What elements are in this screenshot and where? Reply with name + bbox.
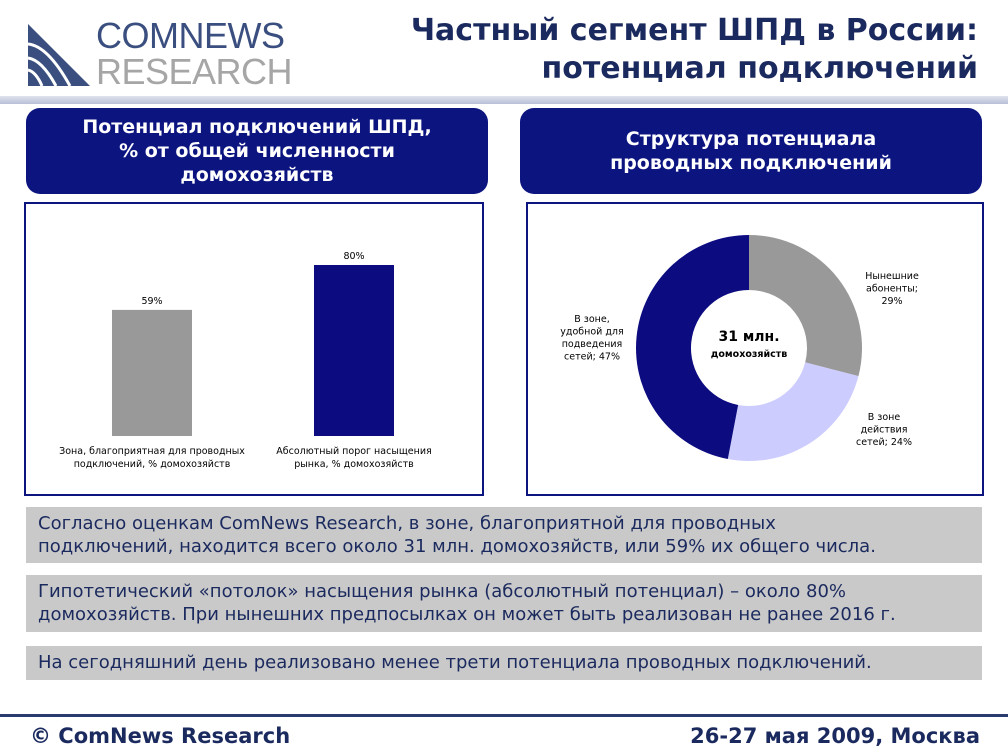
bar-1: [112, 309, 192, 436]
bar-category-label-1-line1: Зона, благоприятная для проводных: [59, 446, 245, 457]
bar-value-label-1: 59%: [141, 296, 162, 307]
donut-chart-panel: Нынешние абоненты; 29% В зоне действия сетей;…: [526, 202, 984, 496]
note-box-1: Согласно оценкам ComNews Research, в зон…: [26, 507, 982, 563]
bar-chart: 59% Зона, благоприятная для проводных подк…: [59, 251, 432, 470]
donut-slice-label-2: В зоне действия сетей; 24%: [856, 412, 912, 448]
left-panel-title-line2: % от общей численности: [119, 140, 395, 162]
bar-value-label-2: 80%: [343, 251, 364, 262]
left-panel-title-line1: Потенциал подключений ШПД,: [82, 116, 432, 138]
note-2-line2: домохозяйств. При нынешних предпосылках …: [38, 604, 896, 625]
donut-slice-label-1: Нынешние абоненты; 29%: [865, 271, 919, 307]
right-panel-title-line2: проводных подключений: [610, 152, 892, 174]
donut-center-value: 31 млн.: [718, 329, 779, 345]
footer-copyright: © ComNews Research: [30, 724, 291, 748]
donut-slice-3: [636, 235, 749, 459]
bar-category-label-2-line1: Абсолютный порог насыщения: [276, 446, 431, 457]
left-panel-title-line3: домохозяйств: [180, 164, 334, 186]
bar-chart-panel: 59% Зона, благоприятная для проводных подк…: [24, 202, 484, 496]
comnews-logo-icon: [28, 24, 90, 86]
donut-center-caption: домохозяйств: [711, 349, 788, 360]
donut-slice-2: [727, 362, 859, 461]
right-panel-header: Структура потенциала проводных подключен…: [520, 108, 982, 194]
note-box-3: На сегодняшний день реализовано менее тр…: [26, 646, 982, 680]
left-panel-header: Потенциал подключений ШПД, % от общей чи…: [26, 108, 488, 194]
page-title-line1: Частный сегмент ШПД в России:: [410, 13, 978, 48]
right-panel-title-line1: Структура потенциала: [625, 128, 877, 150]
page-title: Частный сегмент ШПД в России: потенциал …: [318, 12, 978, 88]
logo-text-comnews: COMNEWS: [96, 15, 285, 56]
bar-category-label-1-line2: подключений, % домохозяйств: [74, 459, 231, 470]
footer-date-location: 26-27 мая 2009, Москва: [690, 724, 980, 748]
footer-divider: [0, 714, 1008, 717]
page-title-line2: потенциал подключений: [541, 51, 979, 86]
note-box-2: Гипотетический «потолок» насыщения рынка…: [26, 575, 982, 632]
note-2-line1: Гипотетический «потолок» насыщения рынка…: [38, 581, 847, 602]
donut-slice-1: [749, 235, 862, 377]
note-3-line1: На сегодняшний день реализовано менее тр…: [38, 652, 872, 673]
donut-chart: Нынешние абоненты; 29% В зоне действия сетей;…: [560, 235, 919, 461]
note-1-line2: подключений, находится всего около 31 мл…: [38, 536, 876, 557]
bar-2: [314, 265, 394, 436]
header-divider: [0, 96, 1008, 104]
donut-slice-label-3: В зоне, удобной для подведения сетей; 47%: [560, 314, 623, 363]
bar-category-label-2-line2: рынка, % домохозяйств: [294, 459, 414, 470]
note-1-line1: Согласно оценкам ComNews Research, в зон…: [38, 513, 776, 534]
logo-text-research: RESEARCH: [96, 51, 293, 92]
